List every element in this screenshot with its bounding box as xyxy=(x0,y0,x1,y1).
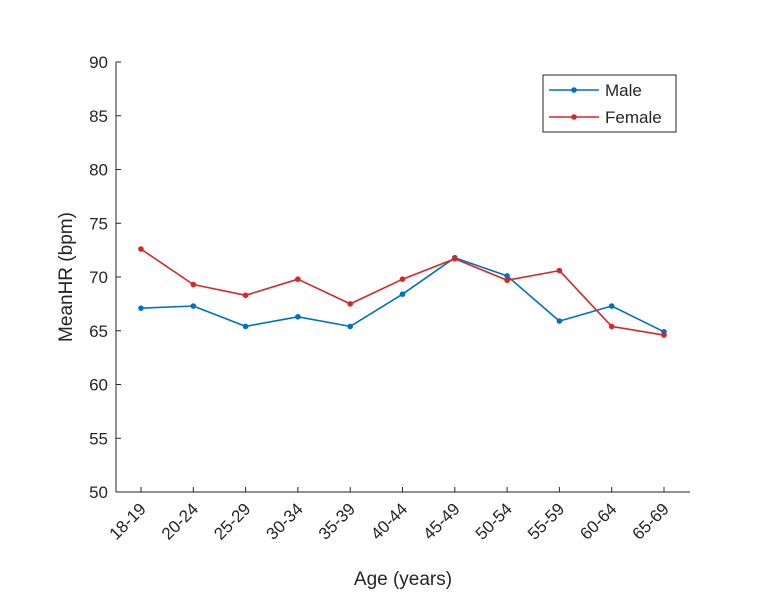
y-tick-label: 85 xyxy=(89,107,108,126)
series-layer xyxy=(138,246,667,338)
data-point-male xyxy=(242,323,249,330)
data-point-male xyxy=(608,303,615,309)
y-tick-label: 80 xyxy=(89,161,108,180)
y-tick-label: 90 xyxy=(89,53,108,72)
data-point-male xyxy=(347,323,354,330)
legend: Male Female xyxy=(542,74,677,133)
data-point-female xyxy=(504,277,510,284)
data-point-female xyxy=(556,267,563,274)
data-point-female xyxy=(399,276,406,282)
x-axis-title: Age (years) xyxy=(354,569,452,590)
legend-label-male: Male xyxy=(605,81,642,100)
legend-marker-female xyxy=(571,114,577,120)
legend-marker-male xyxy=(571,87,577,93)
legend-box xyxy=(542,74,677,133)
data-point-male xyxy=(399,291,406,298)
y-tick-label: 50 xyxy=(89,483,108,502)
data-point-female xyxy=(608,323,615,330)
data-point-female xyxy=(138,246,144,252)
y-tick-label: 75 xyxy=(89,214,108,233)
data-point-male xyxy=(504,273,510,279)
legend-label-female: Female xyxy=(605,108,662,127)
data-point-female xyxy=(190,281,197,288)
y-axis-ticks: 50 55 60 65 70 75 80 85 90 xyxy=(89,53,121,502)
y-axis-title: MeanHR (bpm) xyxy=(56,212,77,342)
data-point-female xyxy=(347,301,354,307)
data-point-female xyxy=(295,276,301,282)
y-tick-label: 65 xyxy=(89,322,108,341)
data-point-male xyxy=(556,318,563,324)
data-point-female xyxy=(452,255,458,262)
data-point-female xyxy=(661,332,667,338)
data-point-male xyxy=(190,303,197,309)
data-point-male xyxy=(295,313,301,320)
data-point-male xyxy=(138,305,144,311)
y-tick-label: 70 xyxy=(89,268,108,287)
y-tick-label: 60 xyxy=(89,376,108,395)
data-point-female xyxy=(242,292,249,299)
y-tick-label: 55 xyxy=(89,429,108,448)
